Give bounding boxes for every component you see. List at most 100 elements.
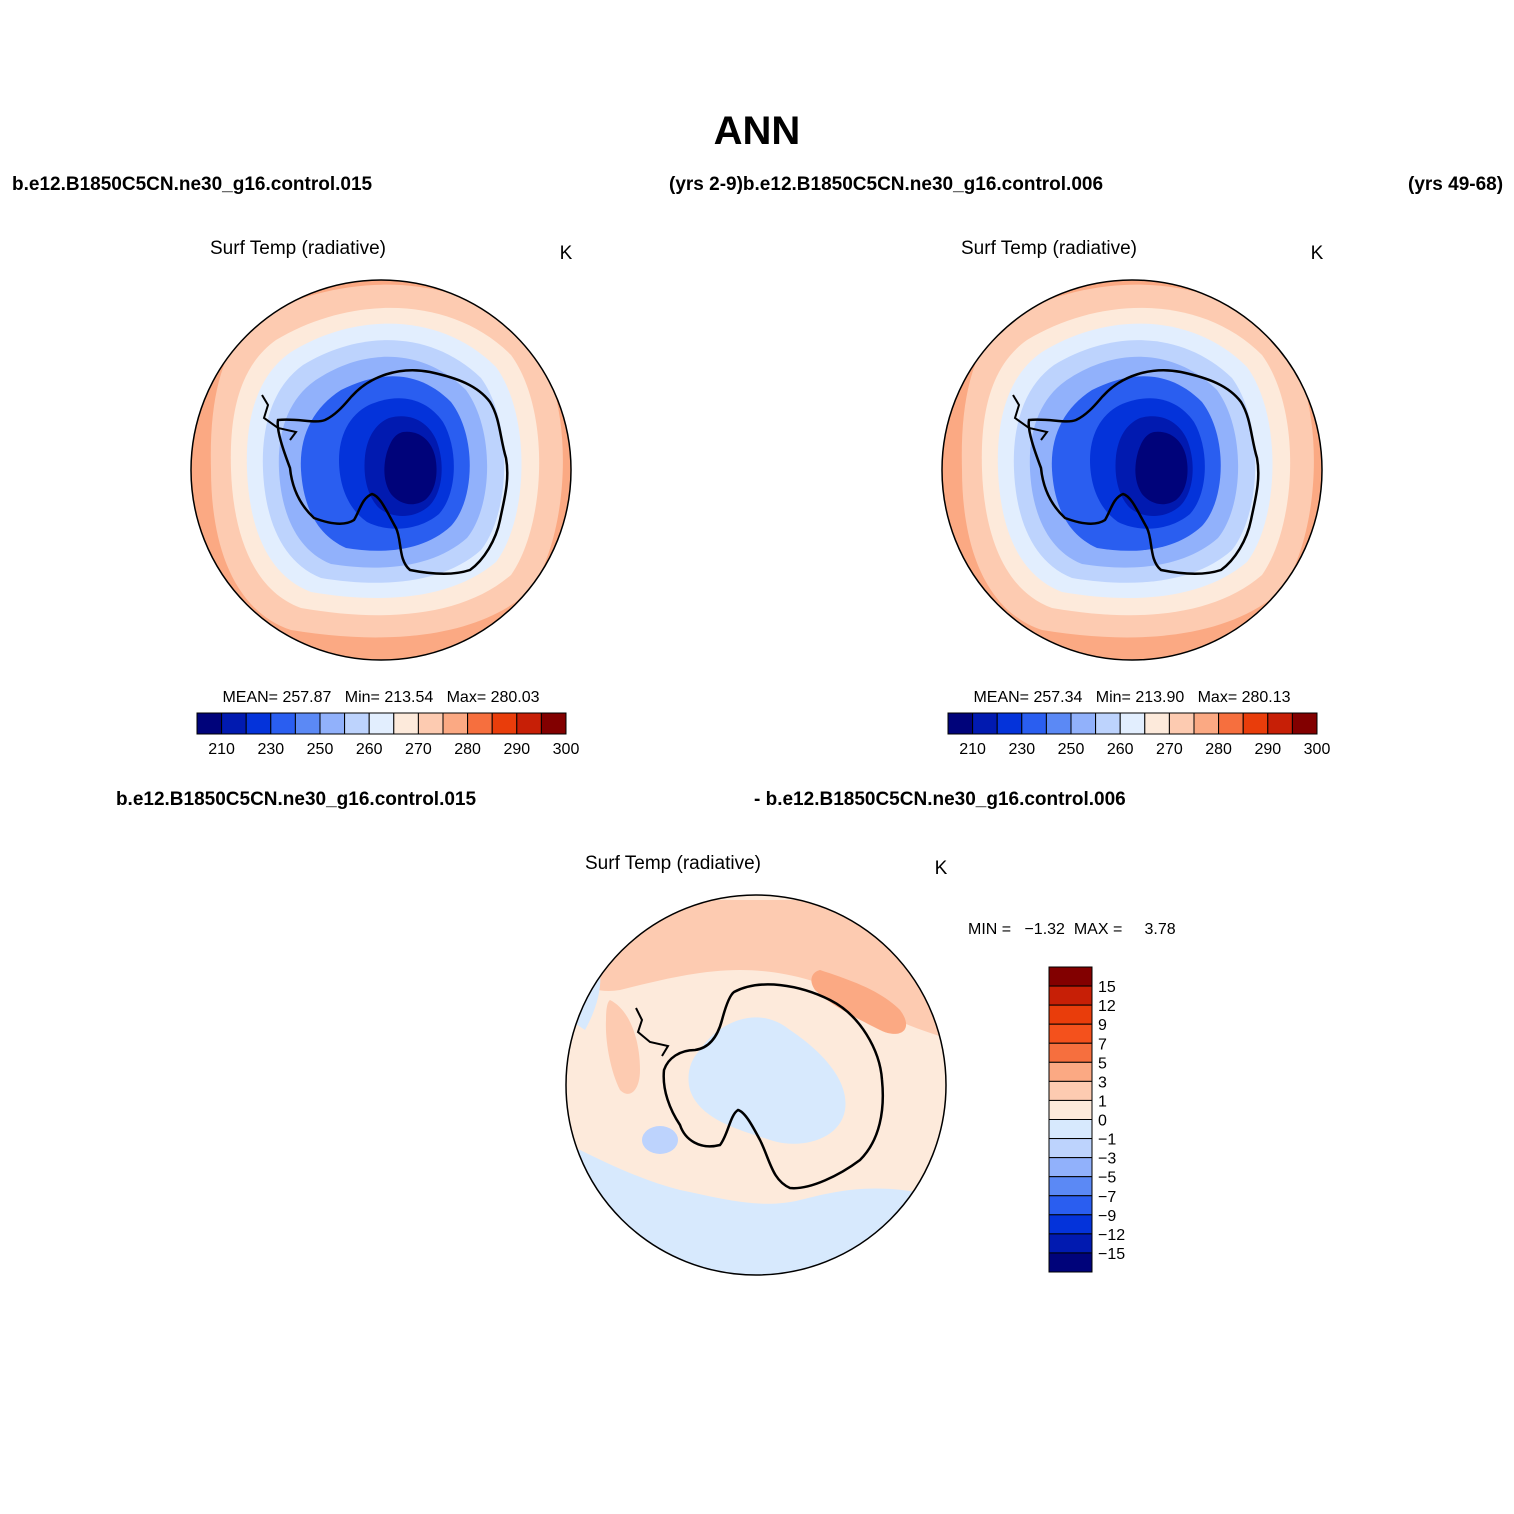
- colorbar-box: [1070, 712, 1097, 735]
- colorbar-box: [1144, 712, 1170, 735]
- colorbar-label: 15: [1098, 979, 1116, 996]
- colorbar-label: −1: [1098, 1132, 1116, 1149]
- colorbar-label: 230: [257, 741, 284, 758]
- colorbar-box: [319, 712, 346, 735]
- colorbar-label: 230: [1008, 741, 1035, 758]
- colorbar-box: [540, 712, 567, 735]
- colorbar-label: 250: [1058, 741, 1085, 758]
- colorbar-label: −7: [1098, 1189, 1116, 1206]
- colorbar-box: [491, 712, 518, 735]
- colorbar-label: 3: [1098, 1074, 1107, 1091]
- colorbar-box: [1048, 1004, 1093, 1025]
- diff-label-case2: - b.e12.B1850C5CN.ne30_g16.control.006: [754, 789, 1126, 810]
- colorbar-label: 260: [1107, 741, 1134, 758]
- colorbar-box: [1048, 1023, 1093, 1044]
- colorbar-box: [221, 712, 247, 735]
- colorbar-label: 5: [1098, 1055, 1107, 1072]
- colorbar-box: [1119, 712, 1146, 735]
- colorbar-box: [1048, 985, 1093, 1006]
- peninsula-coast: [635, 1007, 670, 1057]
- temp-colorbar: 210 230 250 260 270 280 290 300: [196, 712, 580, 758]
- temp-colorbar: 210 230 250 260 270 280 290 300: [947, 712, 1331, 758]
- polar-map: [942, 280, 1322, 660]
- colorbar-label: 290: [503, 741, 530, 758]
- colorbar-label: −15: [1098, 1246, 1125, 1263]
- coastline: [276, 369, 509, 575]
- panel-title: Surf Temp (radiative): [961, 238, 1137, 259]
- peninsula-coast: [261, 394, 298, 441]
- colorbar-box: [1267, 712, 1293, 735]
- case1-years-header: (yrs 2-9)b.e12.B1850C5CN.ne30_g16.contro…: [669, 174, 1103, 195]
- colorbar-box: [368, 712, 395, 735]
- colorbar-label: 290: [1254, 741, 1281, 758]
- polar-map: [191, 280, 571, 660]
- colorbar-box: [1168, 712, 1195, 735]
- colorbar-box: [996, 712, 1023, 735]
- peninsula-coast: [1012, 394, 1049, 441]
- colorbar-box: [1048, 1099, 1093, 1120]
- colorbar-label: 1: [1098, 1093, 1107, 1110]
- panel-top-left: Surf Temp (radiative) K MEAN= 257.87 Min…: [190, 238, 580, 758]
- colorbar-box: [1048, 1195, 1093, 1216]
- colorbar-box: [947, 712, 974, 735]
- colorbar-box: [1242, 712, 1269, 735]
- contour-field: [566, 895, 946, 1275]
- colorbar-label: −9: [1098, 1208, 1116, 1225]
- stats-line: MIN = −1.32 MAX = 3.78: [968, 921, 1176, 938]
- colorbar-box: [1048, 1061, 1093, 1082]
- colorbar-label: 7: [1098, 1036, 1107, 1053]
- diff-label-case1: b.e12.B1850C5CN.ne30_g16.control.015: [116, 789, 477, 810]
- panel-title: Surf Temp (radiative): [210, 238, 386, 259]
- colorbar-box: [1048, 1080, 1093, 1101]
- colorbar-box: [1048, 1233, 1093, 1254]
- colorbar-box: [1048, 1119, 1093, 1140]
- colorbar-label: 250: [307, 741, 334, 758]
- colorbar-box: [442, 712, 469, 735]
- colorbar-box: [1048, 1042, 1093, 1063]
- coastline: [662, 983, 885, 1190]
- colorbar-box: [393, 712, 419, 735]
- colorbar-label: 12: [1098, 998, 1116, 1015]
- case2-years-header: (yrs 49-68): [1408, 174, 1503, 195]
- colorbar-box: [1291, 712, 1318, 735]
- colorbar-label: 210: [959, 741, 986, 758]
- colorbar-box: [467, 712, 493, 735]
- colorbar-box: [516, 712, 542, 735]
- colorbar-label: 9: [1098, 1017, 1107, 1034]
- colorbar-label: 300: [1304, 741, 1331, 758]
- units-label: K: [1311, 243, 1324, 264]
- colorbar-box: [1095, 712, 1121, 735]
- colorbar-box: [1048, 1176, 1093, 1197]
- colorbar-label: 280: [454, 741, 481, 758]
- colorbar-box: [344, 712, 370, 735]
- colorbar-box: [417, 712, 444, 735]
- map-boundary: [190, 279, 572, 661]
- colorbar-label: 0: [1098, 1113, 1107, 1130]
- polar-map: [566, 895, 946, 1275]
- colorbar-label: 300: [553, 741, 580, 758]
- colorbar-box: [1048, 1138, 1093, 1159]
- contour-field: [191, 280, 571, 660]
- colorbar-box: [1048, 1252, 1093, 1273]
- map-boundary: [565, 894, 947, 1276]
- colorbar-box: [1048, 966, 1093, 987]
- colorbar-label: −5: [1098, 1170, 1116, 1187]
- case2-header: b.e12.B1850C5CN.ne30_g16.control.006: [743, 174, 1103, 195]
- colorbar-box: [196, 712, 223, 735]
- colorbar-box: [972, 712, 998, 735]
- main-title: ANN: [714, 109, 801, 153]
- units-label: K: [935, 858, 948, 879]
- colorbar-label: 270: [405, 741, 432, 758]
- colorbar-label: 210: [208, 741, 235, 758]
- stats-line: MEAN= 257.34 Min= 213.90 Max= 280.13: [973, 689, 1290, 706]
- map-boundary: [941, 279, 1323, 661]
- colorbar-label: 260: [356, 741, 383, 758]
- colorbar-label: 270: [1156, 741, 1183, 758]
- panel-difference: b.e12.B1850C5CN.ne30_g16.control.015 - b…: [116, 789, 1176, 1276]
- colorbar-box: [270, 712, 296, 735]
- stats-line: MEAN= 257.87 Min= 213.54 Max= 280.03: [222, 689, 539, 706]
- diff-colorbar: 15 12 9 7 5 3 1 0 −1 −3 −5 −7 −9 −12 −15: [1048, 966, 1125, 1273]
- colorbar-box: [1021, 712, 1047, 735]
- colorbar-label: −3: [1098, 1151, 1116, 1168]
